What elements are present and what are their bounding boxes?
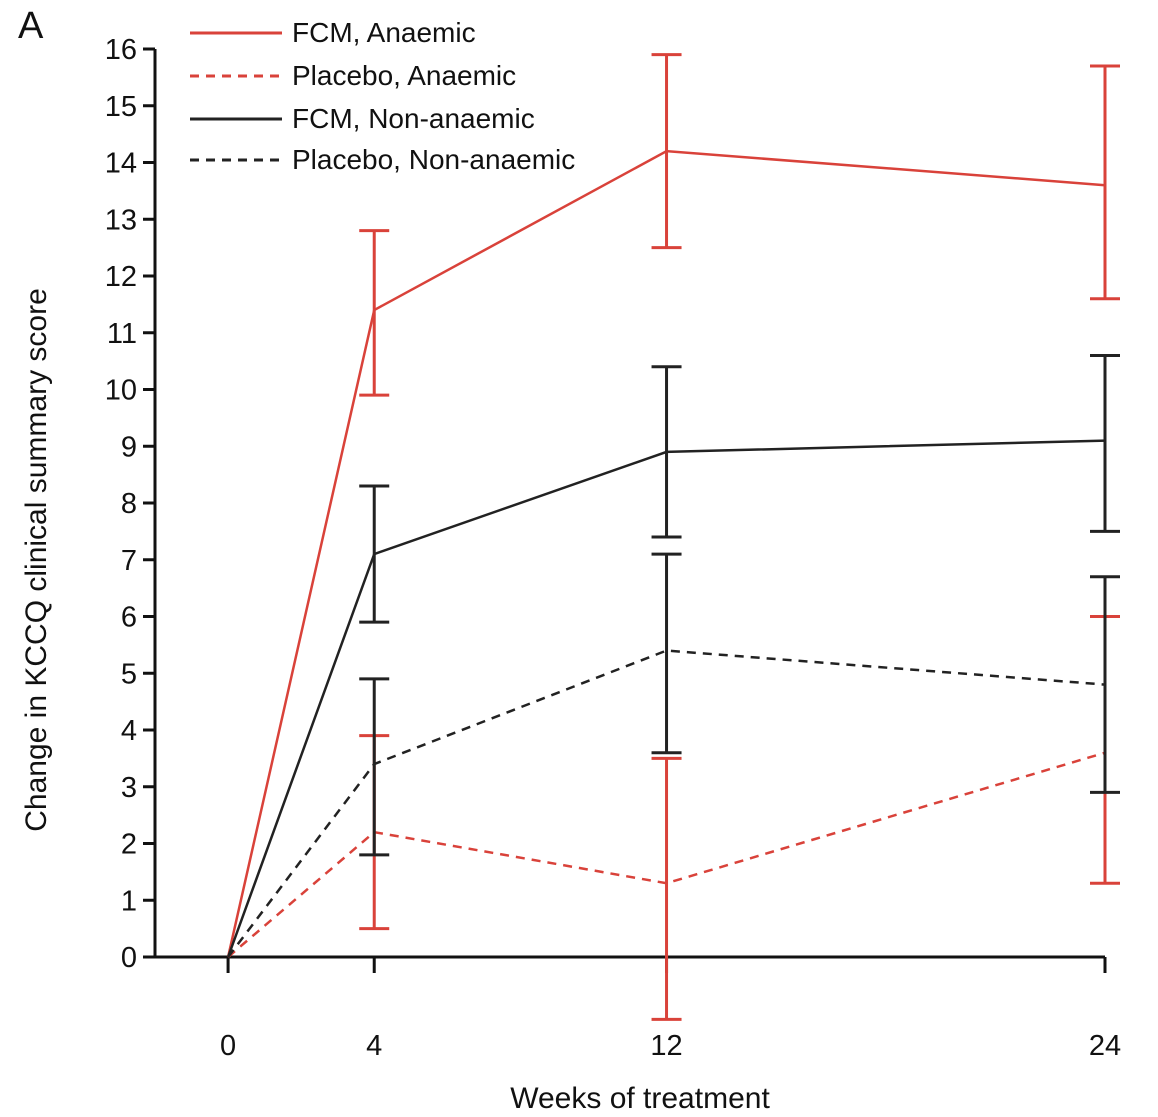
legend-label-1: Placebo, Anaemic bbox=[292, 60, 516, 91]
y-tick-label: 6 bbox=[121, 602, 137, 634]
y-tick-label: 16 bbox=[105, 34, 137, 66]
y-tick-label: 7 bbox=[121, 545, 137, 577]
legend: FCM, Anaemic Placebo, Anaemic FCM, Non-ana… bbox=[190, 17, 575, 175]
panel-label: A bbox=[18, 5, 44, 47]
series-line-1 bbox=[227, 751, 1106, 958]
y-tick-label: 10 bbox=[105, 375, 137, 407]
series-line-2 bbox=[226, 439, 1106, 958]
y-tick-label: 3 bbox=[121, 772, 137, 804]
series-line-0 bbox=[226, 149, 1106, 958]
x-tick-label: 12 bbox=[650, 1030, 682, 1062]
series-line-3 bbox=[227, 649, 1106, 958]
y-tick-label: 14 bbox=[105, 148, 137, 180]
legend-label-2: FCM, Non-anaemic bbox=[292, 103, 535, 134]
y-tick-label: 0 bbox=[121, 942, 137, 974]
x-tick-label: 0 bbox=[220, 1030, 236, 1062]
legend-label-3: Placebo, Non-anaemic bbox=[292, 144, 575, 175]
y-tick-label: 13 bbox=[105, 204, 137, 236]
y-tick-label: 8 bbox=[121, 488, 137, 520]
x-axis-title: Weeks of treatment bbox=[510, 1082, 770, 1115]
y-tick-label: 11 bbox=[107, 318, 137, 350]
y-tick-label: 9 bbox=[121, 431, 137, 463]
y-tick-label: 12 bbox=[105, 261, 137, 293]
y-tick-label: 1 bbox=[121, 885, 137, 917]
y-tick-label: 5 bbox=[121, 658, 137, 690]
y-tick-label: 2 bbox=[121, 829, 137, 861]
x-tick-label: 24 bbox=[1089, 1030, 1121, 1062]
y-tick-label: 4 bbox=[121, 715, 137, 747]
y-tick-label: 15 bbox=[105, 91, 137, 123]
y-axis-title: Change in KCCQ clinical summary score bbox=[20, 288, 53, 832]
legend-label-0: FCM, Anaemic bbox=[292, 17, 476, 48]
x-tick-label: 4 bbox=[366, 1030, 382, 1062]
